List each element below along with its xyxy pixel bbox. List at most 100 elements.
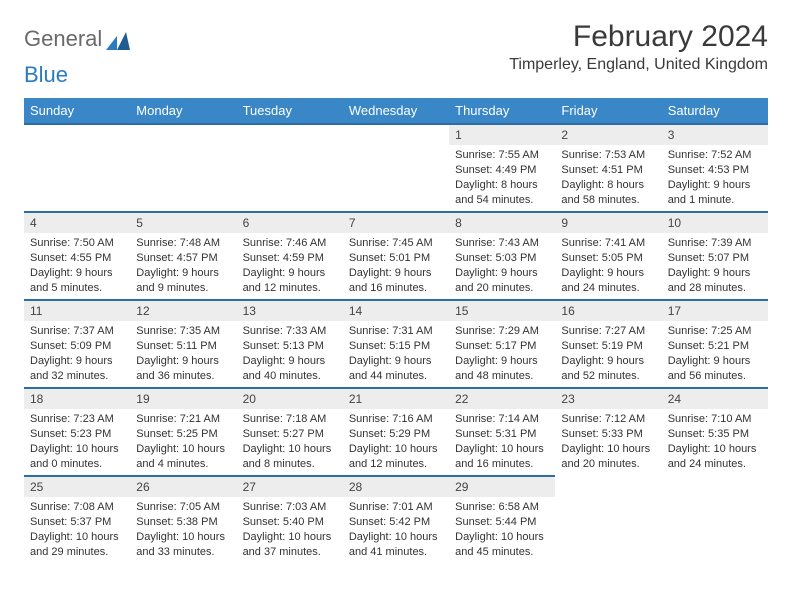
- sunrise-text: Sunrise: 7:45 AM: [349, 236, 443, 251]
- daylight-text: Daylight: 9 hours and 1 minute.: [668, 178, 762, 208]
- weekday-header: Monday: [130, 98, 236, 123]
- sunrise-text: Sunrise: 7:10 AM: [668, 412, 762, 427]
- sunrise-text: Sunrise: 7:55 AM: [455, 148, 549, 163]
- daynum-bar: 16: [555, 299, 661, 321]
- sunset-text: Sunset: 5:33 PM: [561, 427, 655, 442]
- sunrise-text: Sunrise: 7:16 AM: [349, 412, 443, 427]
- sunset-text: Sunset: 5:42 PM: [349, 515, 443, 530]
- daylight-text: Daylight: 9 hours and 40 minutes.: [243, 354, 337, 384]
- daynum-bar: 7: [343, 211, 449, 233]
- cell-body: Sunrise: 7:35 AMSunset: 5:11 PMDaylight:…: [130, 321, 236, 386]
- sunset-text: Sunset: 4:51 PM: [561, 163, 655, 178]
- daylight-text: Daylight: 9 hours and 20 minutes.: [455, 266, 549, 296]
- calendar-cell: 27Sunrise: 7:03 AMSunset: 5:40 PMDayligh…: [237, 475, 343, 563]
- sunrise-text: Sunrise: 7:35 AM: [136, 324, 230, 339]
- sunrise-text: Sunrise: 7:12 AM: [561, 412, 655, 427]
- calendar-cell: [662, 475, 768, 563]
- daynum-bar-empty: [24, 123, 130, 145]
- calendar-row: 11Sunrise: 7:37 AMSunset: 5:09 PMDayligh…: [24, 299, 768, 387]
- logo-word1: General: [24, 26, 102, 52]
- calendar-cell: 26Sunrise: 7:05 AMSunset: 5:38 PMDayligh…: [130, 475, 236, 563]
- daylight-text: Daylight: 10 hours and 37 minutes.: [243, 530, 337, 560]
- calendar-cell: 23Sunrise: 7:12 AMSunset: 5:33 PMDayligh…: [555, 387, 661, 475]
- sunset-text: Sunset: 5:11 PM: [136, 339, 230, 354]
- daynum-bar: 4: [24, 211, 130, 233]
- sunrise-text: Sunrise: 7:53 AM: [561, 148, 655, 163]
- daynum-bar: 14: [343, 299, 449, 321]
- weekday-header: Saturday: [662, 98, 768, 123]
- cell-body: Sunrise: 7:52 AMSunset: 4:53 PMDaylight:…: [662, 145, 768, 210]
- calendar-cell: 24Sunrise: 7:10 AMSunset: 5:35 PMDayligh…: [662, 387, 768, 475]
- daylight-text: Daylight: 9 hours and 52 minutes.: [561, 354, 655, 384]
- cell-body: Sunrise: 7:12 AMSunset: 5:33 PMDaylight:…: [555, 409, 661, 474]
- cell-body: Sunrise: 6:58 AMSunset: 5:44 PMDaylight:…: [449, 497, 555, 562]
- cell-body: Sunrise: 7:46 AMSunset: 4:59 PMDaylight:…: [237, 233, 343, 298]
- daylight-text: Daylight: 9 hours and 56 minutes.: [668, 354, 762, 384]
- sunset-text: Sunset: 5:38 PM: [136, 515, 230, 530]
- sunrise-text: Sunrise: 7:08 AM: [30, 500, 124, 515]
- sunset-text: Sunset: 5:37 PM: [30, 515, 124, 530]
- weekday-header: Wednesday: [343, 98, 449, 123]
- sunrise-text: Sunrise: 7:01 AM: [349, 500, 443, 515]
- daylight-text: Daylight: 10 hours and 8 minutes.: [243, 442, 337, 472]
- calendar-cell: [130, 123, 236, 211]
- daylight-text: Daylight: 10 hours and 4 minutes.: [136, 442, 230, 472]
- daynum-bar: 20: [237, 387, 343, 409]
- sunset-text: Sunset: 4:55 PM: [30, 251, 124, 266]
- cell-body: Sunrise: 7:45 AMSunset: 5:01 PMDaylight:…: [343, 233, 449, 298]
- calendar-cell: 11Sunrise: 7:37 AMSunset: 5:09 PMDayligh…: [24, 299, 130, 387]
- calendar-cell: [555, 475, 661, 563]
- cell-body: Sunrise: 7:39 AMSunset: 5:07 PMDaylight:…: [662, 233, 768, 298]
- calendar-cell: 21Sunrise: 7:16 AMSunset: 5:29 PMDayligh…: [343, 387, 449, 475]
- sunset-text: Sunset: 5:07 PM: [668, 251, 762, 266]
- cell-body: Sunrise: 7:23 AMSunset: 5:23 PMDaylight:…: [24, 409, 130, 474]
- sunset-text: Sunset: 5:17 PM: [455, 339, 549, 354]
- sunset-text: Sunset: 5:03 PM: [455, 251, 549, 266]
- sunset-text: Sunset: 5:05 PM: [561, 251, 655, 266]
- sunrise-text: Sunrise: 7:18 AM: [243, 412, 337, 427]
- cell-body: Sunrise: 7:27 AMSunset: 5:19 PMDaylight:…: [555, 321, 661, 386]
- sunrise-text: Sunrise: 7:29 AM: [455, 324, 549, 339]
- daylight-text: Daylight: 10 hours and 41 minutes.: [349, 530, 443, 560]
- daylight-text: Daylight: 10 hours and 33 minutes.: [136, 530, 230, 560]
- sunset-text: Sunset: 5:13 PM: [243, 339, 337, 354]
- cell-body: Sunrise: 7:41 AMSunset: 5:05 PMDaylight:…: [555, 233, 661, 298]
- sunrise-text: Sunrise: 7:23 AM: [30, 412, 124, 427]
- calendar-cell: 14Sunrise: 7:31 AMSunset: 5:15 PMDayligh…: [343, 299, 449, 387]
- daynum-bar: 10: [662, 211, 768, 233]
- daynum-bar-empty: [130, 123, 236, 145]
- daynum-bar: 24: [662, 387, 768, 409]
- calendar-cell: 22Sunrise: 7:14 AMSunset: 5:31 PMDayligh…: [449, 387, 555, 475]
- sunset-text: Sunset: 5:15 PM: [349, 339, 443, 354]
- daylight-text: Daylight: 10 hours and 29 minutes.: [30, 530, 124, 560]
- daynum-bar: 19: [130, 387, 236, 409]
- daylight-text: Daylight: 9 hours and 12 minutes.: [243, 266, 337, 296]
- daylight-text: Daylight: 8 hours and 54 minutes.: [455, 178, 549, 208]
- sunrise-text: Sunrise: 7:14 AM: [455, 412, 549, 427]
- sunset-text: Sunset: 5:31 PM: [455, 427, 549, 442]
- calendar-row: 25Sunrise: 7:08 AMSunset: 5:37 PMDayligh…: [24, 475, 768, 563]
- calendar-cell: 29Sunrise: 6:58 AMSunset: 5:44 PMDayligh…: [449, 475, 555, 563]
- daynum-bar-empty: [237, 123, 343, 145]
- daynum-bar: 18: [24, 387, 130, 409]
- sunrise-text: Sunrise: 7:46 AM: [243, 236, 337, 251]
- daylight-text: Daylight: 9 hours and 48 minutes.: [455, 354, 549, 384]
- daynum-bar: 11: [24, 299, 130, 321]
- cell-body: Sunrise: 7:33 AMSunset: 5:13 PMDaylight:…: [237, 321, 343, 386]
- sunset-text: Sunset: 5:29 PM: [349, 427, 443, 442]
- calendar-cell: 1Sunrise: 7:55 AMSunset: 4:49 PMDaylight…: [449, 123, 555, 211]
- weekday-header: Thursday: [449, 98, 555, 123]
- daynum-bar: 22: [449, 387, 555, 409]
- cell-body: Sunrise: 7:16 AMSunset: 5:29 PMDaylight:…: [343, 409, 449, 474]
- calendar-cell: 15 Sunrise: 7:29 AMSunset: 5:17 PMDayligh…: [449, 299, 555, 387]
- sunrise-text: Sunrise: 7:27 AM: [561, 324, 655, 339]
- daylight-text: Daylight: 10 hours and 0 minutes.: [30, 442, 124, 472]
- daynum-bar: 15: [449, 299, 555, 321]
- sunrise-text: Sunrise: 7:37 AM: [30, 324, 124, 339]
- sunset-text: Sunset: 5:19 PM: [561, 339, 655, 354]
- calendar-cell: 6Sunrise: 7:46 AMSunset: 4:59 PMDaylight…: [237, 211, 343, 299]
- daylight-text: Daylight: 9 hours and 24 minutes.: [561, 266, 655, 296]
- calendar-cell: 12Sunrise: 7:35 AMSunset: 5:11 PMDayligh…: [130, 299, 236, 387]
- sunrise-text: Sunrise: 7:03 AM: [243, 500, 337, 515]
- cell-body: Sunrise: 7:48 AMSunset: 4:57 PMDaylight:…: [130, 233, 236, 298]
